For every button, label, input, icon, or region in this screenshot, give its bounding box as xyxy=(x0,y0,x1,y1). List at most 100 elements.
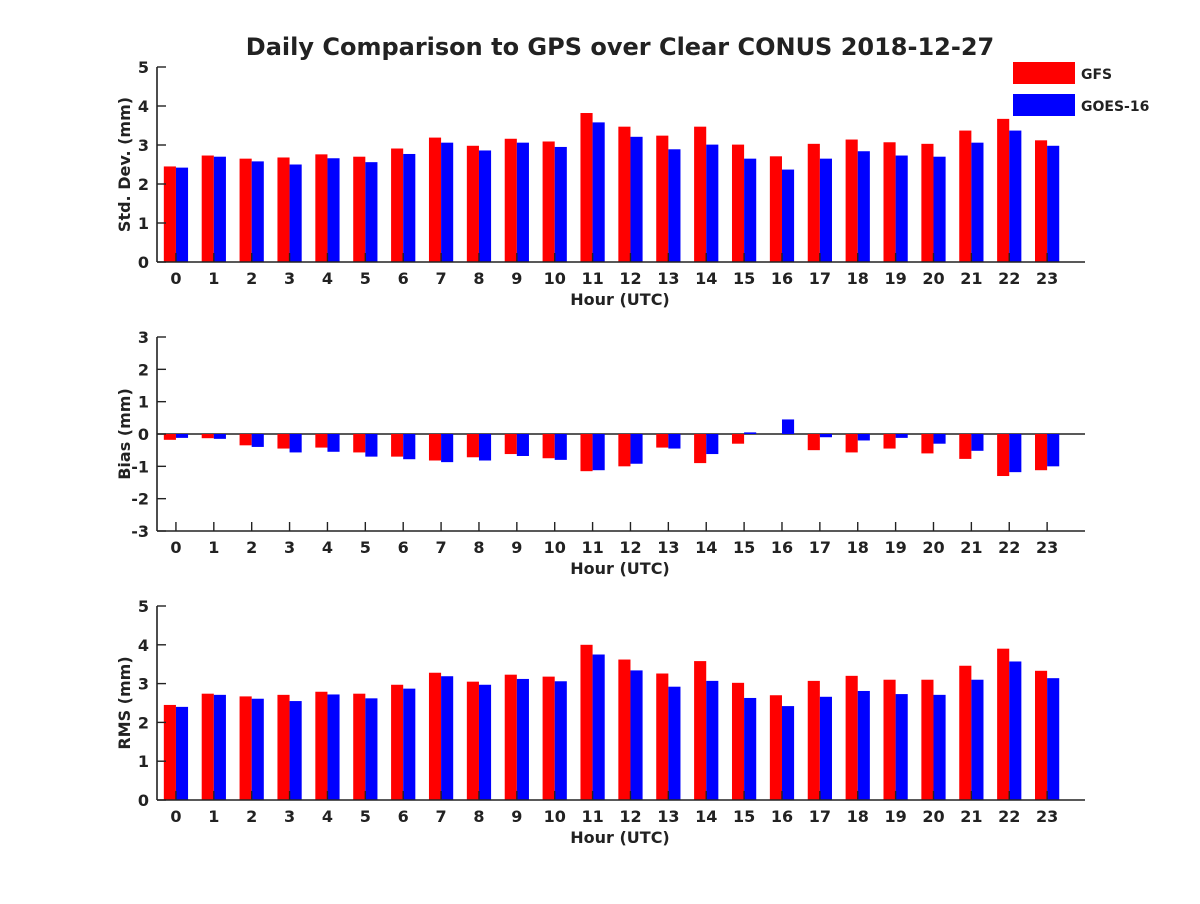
y-tick-label--2: -2 xyxy=(131,490,149,509)
x-tick-label-2: 2 xyxy=(246,538,257,557)
x-tick-label-20: 20 xyxy=(922,538,944,557)
y-tick-label-4: 4 xyxy=(138,636,149,655)
x-tick-label-20: 20 xyxy=(922,269,944,288)
bar-bias-gfs-6 xyxy=(391,434,404,457)
x-tick-label-22: 22 xyxy=(998,807,1020,826)
x-tick-label-8: 8 xyxy=(473,269,484,288)
bar-bias-goes-16-20 xyxy=(933,434,946,444)
bar-stddev-gfs-15 xyxy=(731,144,745,262)
x-tick-label-17: 17 xyxy=(809,538,831,557)
bar-stddev-gfs-9 xyxy=(504,138,517,262)
bar-bias-gfs-22 xyxy=(997,434,1010,477)
bar-stddev-gfs-7 xyxy=(428,137,442,262)
bar-bias-gfs-20 xyxy=(921,434,934,454)
bar-stddev-gfs-3 xyxy=(277,157,290,262)
bar-rms-gfs-13 xyxy=(656,673,669,800)
x-axis-label: Hour (UTC) xyxy=(570,290,670,309)
bar-bias-goes-16-4 xyxy=(327,434,340,452)
bar-bias-gfs-11 xyxy=(580,434,593,472)
x-tick-label-1: 1 xyxy=(208,538,219,557)
bar-bias-goes-16-16 xyxy=(781,419,795,434)
x-tick-label-8: 8 xyxy=(473,807,484,826)
bar-rms-gfs-14 xyxy=(694,661,707,800)
bar-bias-goes-16-8 xyxy=(478,434,492,461)
x-tick-label-12: 12 xyxy=(619,807,641,826)
x-tick-label-19: 19 xyxy=(884,538,906,557)
bar-bias-goes-16-22 xyxy=(1009,434,1022,473)
y-tick-label--1: -1 xyxy=(131,457,149,476)
bar-stddev-goes-16-10 xyxy=(554,146,567,262)
bar-rms-goes-16-6 xyxy=(403,688,416,800)
x-tick-label-0: 0 xyxy=(170,269,181,288)
y-tick-label-1: 1 xyxy=(138,752,149,771)
bar-stddev-goes-16-14 xyxy=(706,144,719,262)
y-tick-label-2: 2 xyxy=(138,713,149,732)
x-axis-label: Hour (UTC) xyxy=(570,828,670,847)
x-tick-label-2: 2 xyxy=(246,807,257,826)
legend-swatch-goes-16 xyxy=(1013,94,1075,116)
y-tick-label-3: 3 xyxy=(138,328,149,347)
bar-rms-goes-16-9 xyxy=(516,678,529,800)
x-tick-label-19: 19 xyxy=(884,269,906,288)
x-tick-label-23: 23 xyxy=(1036,269,1058,288)
x-tick-label-21: 21 xyxy=(960,269,982,288)
y-tick-label--3: -3 xyxy=(131,522,149,541)
x-tick-label-14: 14 xyxy=(695,807,717,826)
bar-stddev-goes-16-21 xyxy=(971,142,984,262)
bar-bias-goes-16-19 xyxy=(895,434,908,438)
x-tick-label-0: 0 xyxy=(170,807,181,826)
bar-rms-goes-16-2 xyxy=(251,698,264,800)
bar-rms-gfs-4 xyxy=(315,691,328,800)
bar-rms-goes-16-3 xyxy=(289,701,302,800)
bar-bias-goes-16-12 xyxy=(630,434,643,464)
bar-stddev-gfs-4 xyxy=(315,154,328,262)
bar-stddev-goes-16-7 xyxy=(441,142,454,262)
x-tick-label-11: 11 xyxy=(581,538,603,557)
bar-stddev-gfs-12 xyxy=(618,126,631,262)
x-tick-label-14: 14 xyxy=(695,269,717,288)
bar-stddev-gfs-0 xyxy=(163,166,176,262)
x-tick-label-20: 20 xyxy=(922,807,944,826)
bar-stddev-goes-16-19 xyxy=(895,155,908,262)
bar-bias-goes-16-5 xyxy=(365,434,378,457)
bar-bias-gfs-13 xyxy=(656,434,669,448)
y-tick-label-0: 0 xyxy=(138,791,149,810)
x-tick-label-6: 6 xyxy=(398,807,409,826)
bar-rms-gfs-7 xyxy=(428,672,442,800)
bar-stddev-goes-16-15 xyxy=(744,158,757,262)
x-tick-label-15: 15 xyxy=(733,538,755,557)
bar-stddev-goes-16-17 xyxy=(819,158,832,262)
bar-rms-goes-16-7 xyxy=(441,676,454,800)
x-axis-label: Hour (UTC) xyxy=(570,559,670,578)
legend-label-gfs: GFS xyxy=(1081,67,1112,83)
bar-bias-gfs-1 xyxy=(201,434,214,439)
x-tick-label-1: 1 xyxy=(208,269,219,288)
x-tick-label-18: 18 xyxy=(847,269,869,288)
bar-bias-goes-16-15 xyxy=(744,432,757,434)
x-tick-label-1: 1 xyxy=(208,807,219,826)
bar-rms-gfs-1 xyxy=(201,693,214,800)
legend-label-goes-16: GOES-16 xyxy=(1081,99,1149,115)
bar-bias-gfs-14 xyxy=(694,434,707,464)
x-tick-label-12: 12 xyxy=(619,538,641,557)
bar-rms-goes-16-21 xyxy=(971,679,984,800)
bar-bias-goes-16-3 xyxy=(289,434,302,453)
bar-rms-goes-16-1 xyxy=(213,694,226,800)
bar-stddev-gfs-5 xyxy=(353,156,366,262)
x-tick-label-21: 21 xyxy=(960,807,982,826)
x-tick-label-16: 16 xyxy=(771,538,793,557)
bar-stddev-gfs-10 xyxy=(542,141,555,262)
bar-rms-gfs-20 xyxy=(921,679,934,800)
y-tick-label-0: 0 xyxy=(138,425,149,444)
x-tick-label-7: 7 xyxy=(436,269,447,288)
bar-rms-gfs-16 xyxy=(769,695,782,800)
bar-rms-goes-16-14 xyxy=(706,680,719,800)
bar-bias-gfs-5 xyxy=(353,434,366,453)
y-tick-label-1: 1 xyxy=(138,393,149,412)
bar-stddev-goes-16-3 xyxy=(289,164,302,262)
bar-stddev-goes-16-13 xyxy=(668,149,681,262)
